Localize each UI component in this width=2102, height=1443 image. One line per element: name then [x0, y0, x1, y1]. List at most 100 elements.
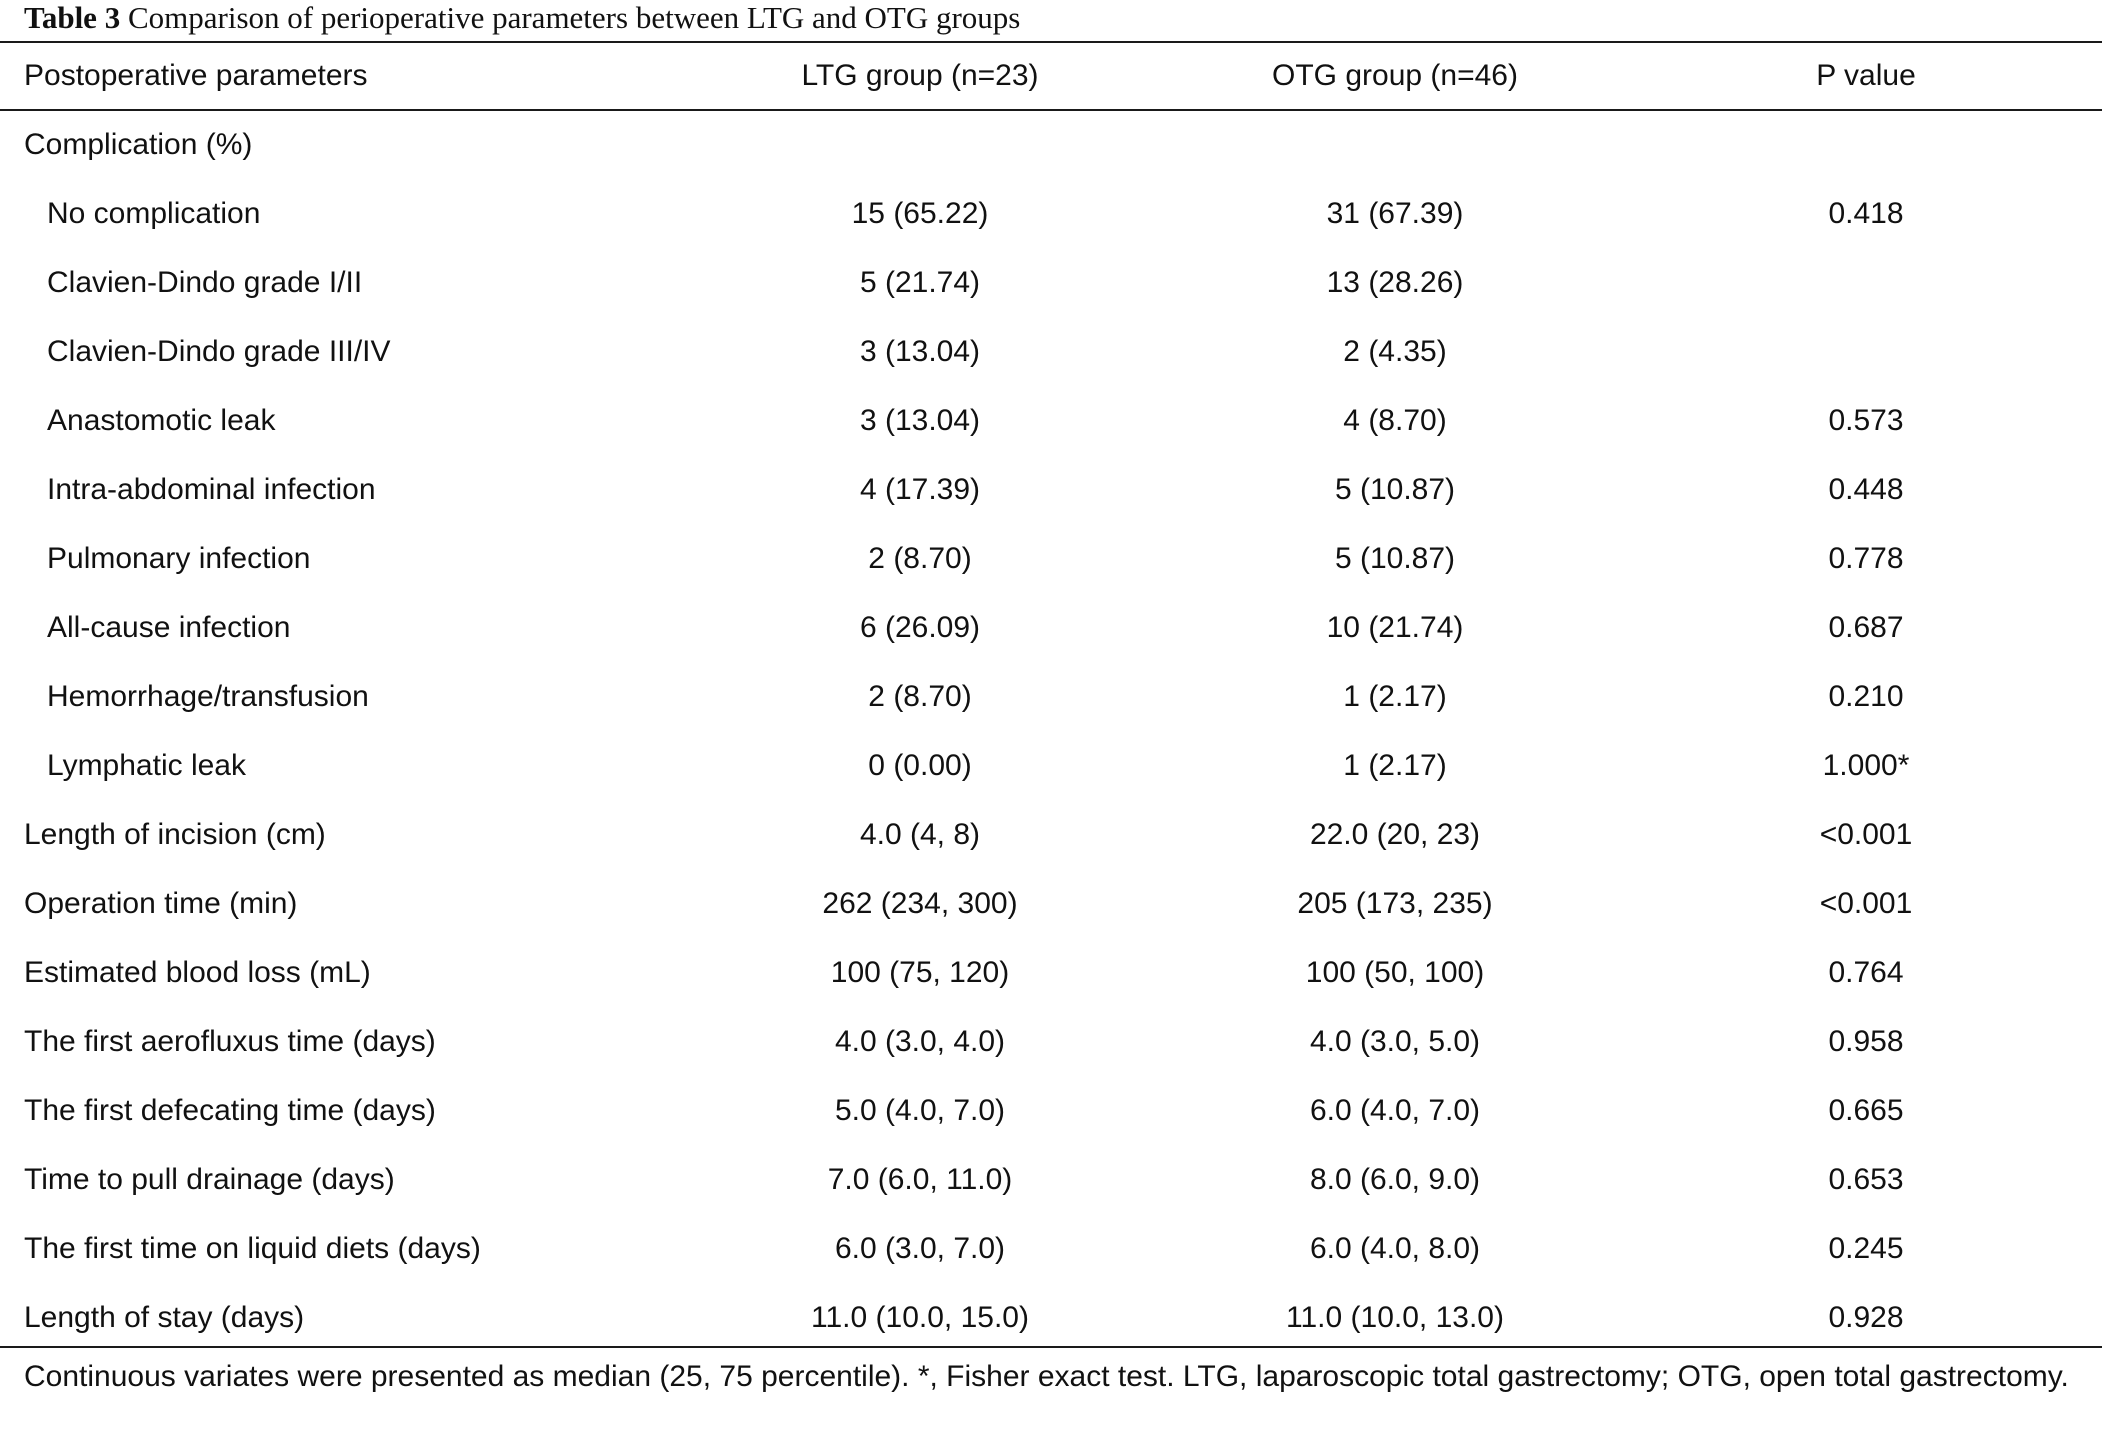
header-p-value: P value [1816, 59, 1916, 92]
p-value: 0.448 [1828, 473, 1904, 506]
row-values: 4 (17.39) 5 (10.87) 0.448 [590, 455, 2102, 524]
header-ltg-text: LTG group (n=23) [801, 59, 1039, 92]
ltg-value: 15 (65.22) [851, 197, 989, 230]
otg-value: 100 (50, 100) [1305, 956, 1485, 989]
perioperative-parameters-table: Postoperative parameters LTG group (n=23… [0, 42, 2102, 1352]
table-row: No complication 15 (65.22) 31 (67.39) 0.418 [0, 179, 2102, 248]
ltg-value: 4.0 (3.0, 4.0) [834, 1025, 1006, 1058]
otg-value: 205 (173, 235) [1297, 887, 1493, 920]
otg-value: 4.0 (3.0, 5.0) [1309, 1025, 1481, 1058]
otg-value: 1 (2.17) [1343, 749, 1447, 782]
row-values: 3 (13.04) 2 (4.35) [590, 317, 2102, 386]
ltg-value: 2 (8.70) [868, 680, 972, 713]
table-row: The first time on liquid diets (days) 6.0… [0, 1214, 2102, 1283]
otg-value: 1 (2.17) [1343, 680, 1447, 713]
p-value: 0.653 [1828, 1163, 1904, 1196]
p-value: 0.778 [1828, 542, 1904, 575]
p-value: 0.928 [1828, 1301, 1904, 1334]
row-values: 100 (75, 120) 100 (50, 100) 0.764 [590, 938, 2102, 1007]
row-values [590, 110, 2102, 179]
ltg-value: 7.0 (6.0, 11.0) [827, 1163, 1013, 1196]
row-values: 2 (8.70) 1 (2.17) 0.210 [590, 662, 2102, 731]
row-values: 15 (65.22) 31 (67.39) 0.418 [590, 179, 2102, 248]
table-caption-text: Comparison of perioperative parameters b… [127, 0, 1021, 35]
table-row: Clavien-Dindo grade I/II 5 (21.74) 13 (28.… [0, 248, 2102, 317]
ltg-value: 3 (13.04) [859, 404, 981, 437]
row-label: The first time on liquid diets (days) [24, 1231, 481, 1265]
header-otg-group: OTG group (n=46) [1272, 59, 1518, 92]
row-label: The first defecating time (days) [24, 1093, 436, 1127]
ltg-value: 2 (8.70) [868, 542, 972, 575]
row-label: Time to pull drainage (days) [24, 1162, 395, 1196]
table-row: Length of stay (days) 11.0 (10.0, 15.0) 11… [0, 1283, 2102, 1352]
row-label: Intra-abdominal infection [47, 472, 376, 506]
table-row: Lymphatic leak 0 (0.00) 1 (2.17) 1.000* [0, 731, 2102, 800]
ltg-value: 11.0 (10.0, 15.0) [811, 1301, 1029, 1334]
table-top-rule [0, 41, 2102, 43]
ltg-value: 5.0 (4.0, 7.0) [834, 1094, 1006, 1127]
table-row: Pulmonary infection 2 (8.70) 5 (10.87) 0.77… [0, 524, 2102, 593]
row-values: 0 (0.00) 1 (2.17) 1.000* [590, 731, 2102, 800]
row-label: Estimated blood loss (mL) [24, 955, 371, 989]
ltg-value: 4.0 (4, 8) [859, 818, 981, 851]
row-label: Operation time (min) [24, 886, 298, 920]
table-row: Length of incision (cm) 4.0 (4, 8) 22.0 (2… [0, 800, 2102, 869]
p-value: <0.001 [1819, 887, 1913, 920]
table-row: Operation time (min) 262 (234, 300) 205 (1… [0, 869, 2102, 938]
ltg-value: 100 (75, 120) [830, 956, 1010, 989]
row-label: Pulmonary infection [47, 541, 311, 575]
row-values: 11.0 (10.0, 15.0) 11.0 (10.0, 13.0) 0.928 [590, 1283, 2102, 1352]
header-otg-p: OTG group (n=46) P value [1272, 42, 2102, 110]
p-value: 0.210 [1828, 680, 1904, 713]
row-label: Length of incision (cm) [24, 817, 326, 851]
p-value: 0.418 [1828, 197, 1904, 230]
row-label: Length of stay (days) [24, 1300, 305, 1334]
row-label: Clavien-Dindo grade I/II [47, 265, 363, 299]
row-values: 262 (234, 300) 205 (173, 235) <0.001 [590, 869, 2102, 938]
table-row: Time to pull drainage (days) 7.0 (6.0, 11… [0, 1145, 2102, 1214]
row-label: Hemorrhage/transfusion [47, 679, 369, 713]
ltg-value: 5 (21.74) [859, 266, 981, 299]
ltg-value: 6.0 (3.0, 7.0) [834, 1232, 1006, 1265]
row-values: 5.0 (4.0, 7.0) 6.0 (4.0, 7.0) 0.665 [590, 1076, 2102, 1145]
row-label: Lymphatic leak [47, 748, 246, 782]
p-value: 0.573 [1828, 404, 1904, 437]
p-value: 0.687 [1828, 611, 1904, 644]
otg-value: 13 (28.26) [1326, 266, 1464, 299]
otg-value: 6.0 (4.0, 7.0) [1309, 1094, 1481, 1127]
table-row: All-cause infection 6 (26.09) 10 (21.74) 0.… [0, 593, 2102, 662]
row-label: Complication (%) [24, 127, 253, 161]
otg-value: 31 (67.39) [1326, 197, 1464, 230]
table-caption-label: Table 3 [24, 0, 121, 35]
otg-value: 8.0 (6.0, 9.0) [1309, 1163, 1481, 1196]
row-values: 6.0 (3.0, 7.0) 6.0 (4.0, 8.0) 0.245 [590, 1214, 2102, 1283]
row-label: Anastomotic leak [47, 403, 276, 437]
header-ltg-group: LTG group (n=23) [590, 42, 1280, 110]
otg-value: 10 (21.74) [1326, 611, 1464, 644]
table-row: The first aerofluxus time (days) 4.0 (3.0… [0, 1007, 2102, 1076]
row-values: 4.0 (4, 8) 22.0 (20, 23) <0.001 [590, 800, 2102, 869]
row-values: 3 (13.04) 4 (8.70) 0.573 [590, 386, 2102, 455]
otg-value: 2 (4.35) [1343, 335, 1447, 368]
row-values: 4.0 (3.0, 4.0) 4.0 (3.0, 5.0) 0.958 [590, 1007, 2102, 1076]
row-label: All-cause infection [47, 610, 291, 644]
p-value: 0.764 [1828, 956, 1904, 989]
row-values: 7.0 (6.0, 11.0) 8.0 (6.0, 9.0) 0.653 [590, 1145, 2102, 1214]
otg-value: 5 (10.87) [1334, 473, 1456, 506]
row-values: 6 (26.09) 10 (21.74) 0.687 [590, 593, 2102, 662]
p-value: 0.245 [1828, 1232, 1904, 1265]
ltg-value: 6 (26.09) [859, 611, 981, 644]
row-label: The first aerofluxus time (days) [24, 1024, 436, 1058]
otg-value: 11.0 (10.0, 13.0) [1286, 1301, 1504, 1334]
p-value: <0.001 [1819, 818, 1913, 851]
table-body: Complication (%) No complication 15 (65.22… [0, 110, 2102, 1352]
table-row: Complication (%) [0, 110, 2102, 179]
table-bottom-rule [0, 1346, 2102, 1348]
otg-value: 5 (10.87) [1334, 542, 1456, 575]
table-caption: Table 3 Comparison of perioperative para… [24, 2, 1020, 34]
row-values: 2 (8.70) 5 (10.87) 0.778 [590, 524, 2102, 593]
table-row: Hemorrhage/transfusion 2 (8.70) 1 (2.17) 0.… [0, 662, 2102, 731]
row-values: 5 (21.74) 13 (28.26) [590, 248, 2102, 317]
table-header-row: Postoperative parameters LTG group (n=23… [0, 42, 2102, 110]
p-value: 1.000* [1822, 749, 1910, 782]
